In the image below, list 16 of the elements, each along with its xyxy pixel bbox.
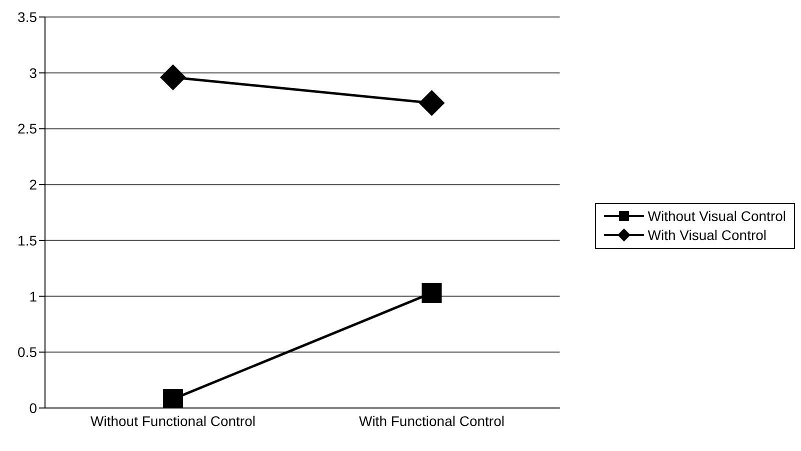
point (422, 282, 442, 303)
y-tick-label: 1.5 (18, 232, 38, 248)
y-tick-label: 2 (29, 176, 38, 193)
y-tick-label: 1 (29, 288, 38, 304)
y-tick-label: 2.5 (18, 120, 38, 137)
legend-label: Without Visual Control (648, 208, 786, 224)
point (418, 90, 445, 116)
x-tick-label: With Functional Control (358, 412, 505, 429)
x-tick-label: Without Functional Control (90, 412, 256, 429)
y-tick-label: 0.5 (18, 344, 38, 360)
y-tick-label: 3.5 (18, 8, 38, 25)
point (163, 389, 183, 408)
legend-label: With Visual Control (648, 227, 767, 243)
y-tick-label: 0 (29, 400, 38, 416)
point (160, 64, 186, 90)
y-tick-label: 3 (29, 64, 38, 81)
